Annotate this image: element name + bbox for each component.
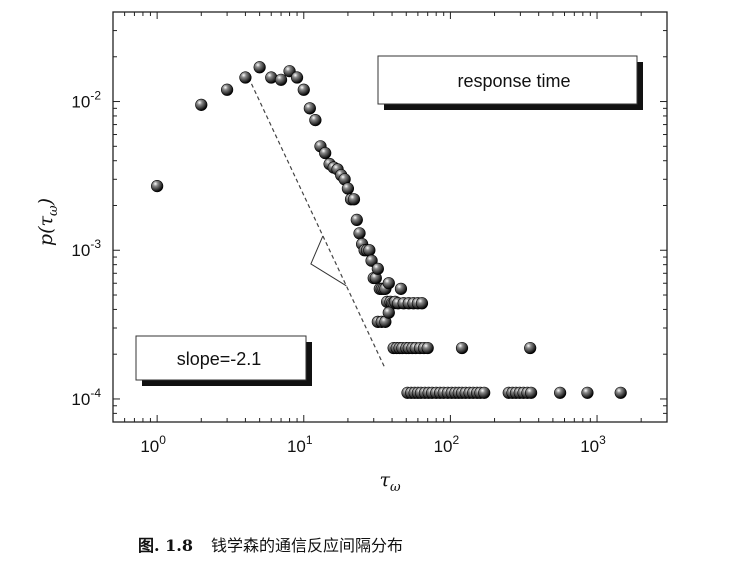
x-axis-label-main: τ xyxy=(379,469,390,491)
data-point xyxy=(347,193,361,206)
data-point xyxy=(371,262,384,275)
y-axis-label-sub: ω xyxy=(46,205,61,216)
data-point xyxy=(478,386,491,399)
data-point xyxy=(581,386,594,399)
data-point xyxy=(303,102,316,115)
data-point xyxy=(195,98,208,111)
data-point xyxy=(382,306,395,319)
slope-annotation: slope=-2.1 xyxy=(135,335,312,386)
data-point xyxy=(394,282,408,295)
data-point xyxy=(554,386,567,399)
chart-figure: 100 101 102 103 10-410-310-2 response time … xyxy=(35,11,668,495)
y-tick-label: 10-2 xyxy=(71,89,101,112)
data-point xyxy=(274,73,288,86)
data-point xyxy=(151,179,164,193)
data-point xyxy=(524,341,537,355)
x-tick-label: 101 xyxy=(287,433,313,456)
data-point xyxy=(341,182,355,195)
y-axis-label: p(τω) xyxy=(35,198,61,246)
data-point xyxy=(239,71,252,84)
data-point xyxy=(297,83,310,96)
data-point xyxy=(221,83,234,96)
data-point xyxy=(253,61,266,74)
x-tick-labels: 100 101 102 103 xyxy=(140,433,606,456)
data-point xyxy=(382,277,395,290)
y-axis-label-close: ) xyxy=(35,198,57,206)
data-point xyxy=(455,341,469,355)
legend: response time xyxy=(377,55,643,110)
data-point xyxy=(290,71,304,84)
data-point xyxy=(319,147,332,160)
data-point xyxy=(363,244,376,257)
annotation-box xyxy=(135,335,307,381)
y-axis-label-main: p(τ xyxy=(35,215,57,246)
annotation-label: slope=-2.1 xyxy=(177,349,262,369)
figure-number: 图. 1.8 xyxy=(138,536,193,555)
axis-ticks xyxy=(112,11,668,423)
slope-triangle xyxy=(310,235,347,287)
y-tick-label: 10-4 xyxy=(71,386,101,409)
x-tick-label: 102 xyxy=(434,433,460,456)
data-point xyxy=(309,114,322,127)
data-point xyxy=(350,213,363,226)
caption-text: 钱学森的通信反应间隔分布 xyxy=(210,536,403,555)
x-axis-label-sub: ω xyxy=(390,480,401,495)
data-point xyxy=(353,227,366,240)
data-point xyxy=(524,386,538,399)
data-point xyxy=(421,341,434,355)
data-point xyxy=(365,254,378,267)
data-points xyxy=(151,61,627,399)
legend-label: response time xyxy=(457,71,570,91)
fit-line xyxy=(247,77,386,370)
data-point xyxy=(415,297,429,310)
y-tick-labels: 10-4 10-3 10-2 xyxy=(71,89,101,409)
figure-caption: 图. 1.8 钱学森的通信反应间隔分布 xyxy=(138,532,403,556)
data-point xyxy=(614,386,627,399)
y-tick-label: 10-3 xyxy=(71,237,101,260)
x-tick-label: 103 xyxy=(580,433,606,456)
x-axis-label: τω xyxy=(379,469,401,495)
legend-box xyxy=(377,55,638,105)
x-tick-label: 100 xyxy=(140,433,166,456)
